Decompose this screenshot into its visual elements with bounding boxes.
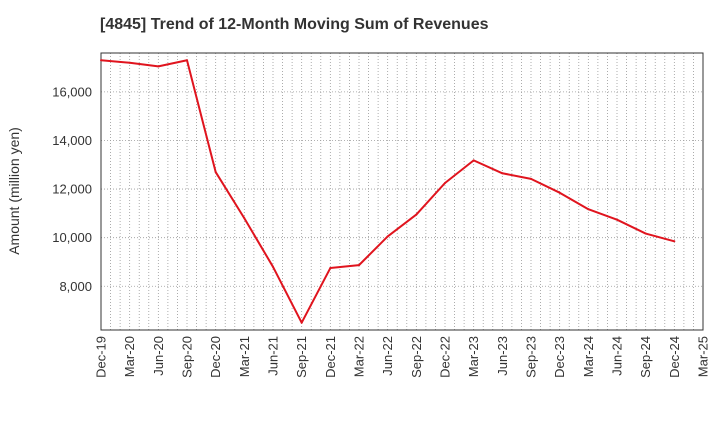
x-tick-label: Sep-22: [409, 336, 424, 378]
y-tick-label: 10,000: [52, 230, 92, 245]
x-tick-label: Jun-20: [151, 336, 166, 376]
data-point: [444, 181, 446, 184]
data-point: [616, 218, 618, 221]
data-point: [587, 208, 590, 211]
data-point: [272, 265, 274, 268]
x-tick-label: Mar-21: [237, 336, 252, 377]
data-point: [415, 213, 418, 216]
series-layer: [100, 59, 676, 324]
x-tick-label: Jun-21: [266, 336, 281, 376]
data-point: [644, 232, 647, 235]
data-point: [558, 191, 561, 194]
data-point: [300, 321, 303, 324]
data-point: [186, 59, 188, 62]
data-point: [501, 172, 504, 175]
y-axis-title: Amount (million yen): [6, 127, 22, 255]
x-tick-label: Dec-24: [667, 336, 682, 378]
x-tick-label: Mar-24: [581, 336, 596, 377]
data-point: [530, 177, 532, 180]
x-tick-label: Dec-19: [94, 336, 109, 378]
x-tick-label: Mar-22: [352, 336, 367, 377]
x-tick-label: Dec-20: [208, 336, 223, 378]
axis-layer: 8,000 10,000 12,000 14,000 16,000 Dec-19 Mar-2…: [52, 84, 710, 378]
x-tick-label: Jun-23: [495, 336, 510, 376]
x-tick-label: Dec-23: [552, 336, 567, 378]
x-tick-label: Jun-22: [380, 336, 395, 376]
data-point: [329, 267, 332, 270]
data-point: [100, 59, 102, 62]
data-point: [673, 240, 676, 243]
x-tick-label: Sep-24: [638, 336, 653, 378]
x-tick-label: Jun-24: [610, 336, 625, 376]
data-point: [472, 159, 475, 162]
y-tick-label: 12,000: [52, 182, 92, 197]
x-tick-label: Sep-21: [294, 336, 309, 378]
chart-title: [4845] Trend of 12-Month Moving Sum of R…: [100, 16, 489, 33]
x-tick-label: Mar-25: [696, 336, 711, 377]
data-point: [214, 171, 217, 174]
grid-layer: [101, 53, 703, 330]
y-tick-label: 14,000: [52, 133, 92, 148]
plot-frame: [100, 52, 704, 331]
data-point: [358, 264, 360, 267]
y-tick-label: 16,000: [52, 84, 92, 99]
x-tick-label: Dec-21: [323, 336, 338, 378]
data-point: [386, 235, 389, 238]
x-tick-label: Sep-23: [524, 336, 539, 378]
x-tick-label: Mar-20: [122, 336, 137, 377]
data-point: [243, 217, 246, 220]
data-point: [157, 65, 160, 68]
x-tick-label: Mar-23: [466, 336, 481, 377]
x-tick-label: Sep-20: [180, 336, 195, 378]
y-tick-label: 8,000: [59, 279, 92, 294]
x-tick-label: Dec-22: [438, 336, 453, 378]
data-point: [128, 61, 131, 64]
